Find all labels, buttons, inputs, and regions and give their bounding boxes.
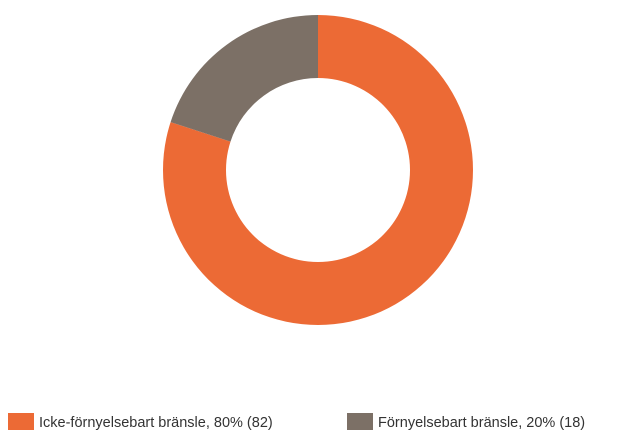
legend-swatch bbox=[347, 413, 373, 430]
legend-swatch bbox=[8, 413, 34, 430]
donut-slice bbox=[170, 15, 318, 142]
legend-label: Förnyelsebart bränsle, 20% (18) bbox=[378, 415, 585, 430]
donut-slice bbox=[162, 15, 473, 325]
legend-label: Icke-förnyelsebart bränsle, 80% (82) bbox=[39, 415, 273, 430]
